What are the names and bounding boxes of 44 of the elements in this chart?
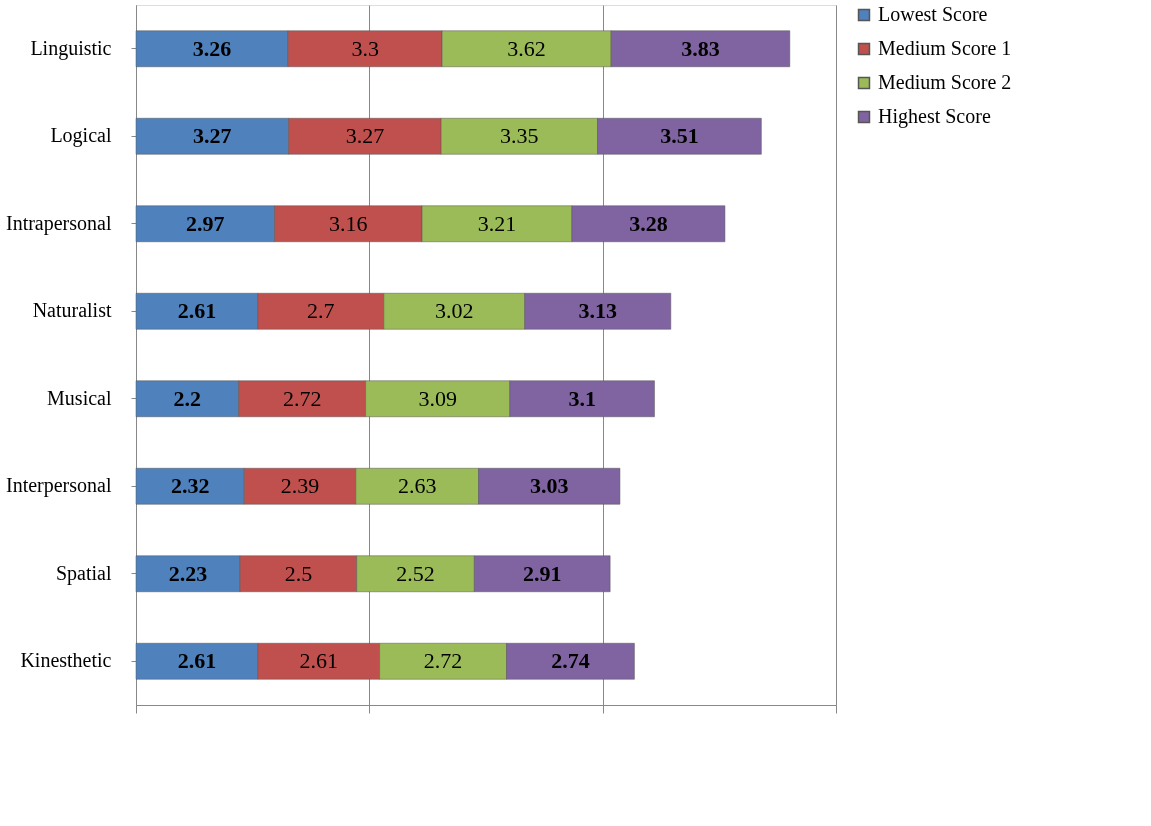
data-label: 3.3	[351, 35, 379, 61]
data-label: 2.72	[282, 385, 322, 411]
data-label: 3.02	[435, 298, 474, 324]
data-label: 2.91	[522, 560, 562, 586]
legend-label: Highest Score	[878, 105, 991, 128]
data-label: 2.7	[307, 298, 335, 324]
data-label: 3.03	[529, 473, 569, 499]
data-label: 3.1	[568, 385, 596, 411]
y-tick-label: Kinesthetic	[20, 649, 112, 672]
y-tick-label: Intrapersonal	[5, 211, 112, 235]
data-label: 3.28	[629, 210, 668, 236]
legend-label: Medium Score 2	[878, 71, 1012, 93]
data-label: 2.32	[170, 473, 210, 499]
data-label: 3.13	[578, 298, 618, 324]
data-label: 2.74	[551, 648, 590, 674]
data-label: 3.26	[192, 35, 232, 61]
data-label: 2.61	[177, 298, 217, 324]
data-label: 3.27	[193, 123, 232, 149]
data-label: 2.72	[423, 648, 463, 674]
y-tick-label: Interpersonal	[5, 474, 112, 498]
legend-label: Medium Score 1	[878, 37, 1012, 59]
data-label: 3.16	[329, 210, 368, 236]
data-label: 2.61	[177, 648, 217, 674]
data-label: 2.63	[397, 473, 437, 499]
data-label: 2.23	[168, 560, 208, 586]
data-label: 3.09	[418, 385, 457, 411]
data-label: 3.21	[477, 210, 517, 236]
data-label: 2.39	[280, 473, 320, 499]
y-tick-label: Naturalist	[32, 299, 112, 322]
data-label: 2.97	[186, 210, 225, 236]
data-label: 2.52	[396, 560, 435, 586]
data-label: 3.51	[660, 123, 699, 149]
legend-label: Lowest Score	[878, 3, 988, 25]
y-tick-label: Musical	[47, 386, 112, 409]
data-label: 2.2	[173, 385, 202, 411]
data-label: 3.35	[500, 123, 539, 149]
data-label: 3.27	[345, 123, 385, 149]
data-label: 2.5	[284, 560, 313, 586]
data-label: 2.61	[299, 648, 338, 674]
y-tick-label: Linguistic	[30, 36, 112, 60]
y-tick-label: Spatial	[55, 561, 112, 585]
data-label: 3.62	[507, 35, 546, 61]
y-tick-label: Logical	[50, 124, 112, 148]
data-label: 3.83	[681, 35, 720, 61]
